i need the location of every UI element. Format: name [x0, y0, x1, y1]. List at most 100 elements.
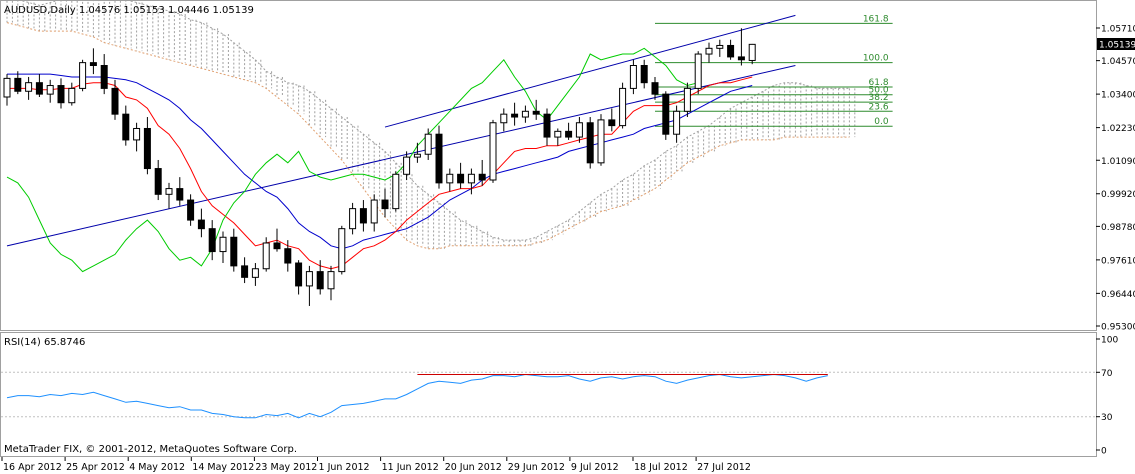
- fibo-level-label: 23.6: [869, 102, 889, 112]
- candle: [435, 125, 443, 189]
- candle-body: [500, 113, 508, 124]
- candle: [295, 260, 303, 295]
- candle-body: [705, 47, 713, 55]
- candle: [133, 122, 141, 152]
- candle: [273, 228, 281, 252]
- candle: [565, 122, 573, 140]
- candle-body: [478, 173, 486, 181]
- rsi-panel: [0, 332, 1097, 457]
- candle: [197, 208, 205, 238]
- time-tick-label: 4 May 2012: [129, 462, 185, 473]
- candle-body: [532, 110, 540, 115]
- candle-body: [219, 236, 227, 253]
- candle-body: [35, 82, 43, 95]
- candle: [327, 265, 335, 301]
- candle-body: [197, 219, 205, 230]
- rsi-tick-label: 70: [1101, 369, 1113, 379]
- copyright-text: MetaTrader FIX, © 2001-2012, MetaQuotes …: [4, 444, 297, 455]
- candle: [14, 71, 22, 95]
- candle-body: [565, 130, 573, 138]
- candle: [662, 91, 670, 140]
- time-tick-label: 11 Jun 2012: [382, 462, 439, 473]
- current-price-label: 1.05139: [1099, 41, 1135, 51]
- candle: [716, 39, 724, 57]
- candle: [176, 177, 184, 206]
- fibonacci-retracement: 161.8 100.0 61.850.038.223.6 0.0: [655, 14, 893, 127]
- candle: [111, 79, 119, 120]
- candle: [284, 240, 292, 272]
- candle: [241, 257, 249, 284]
- rsi-tick-label: 100: [1101, 336, 1118, 346]
- candle-body: [176, 188, 184, 201]
- candle-body: [737, 56, 745, 61]
- kijun-sen-line: [7, 73, 753, 250]
- candle-body: [403, 156, 411, 175]
- fibo-level-label: 61.8: [869, 78, 889, 88]
- candle-body: [46, 85, 54, 95]
- candle: [251, 263, 259, 286]
- ichimoku-cloud: [6, 0, 856, 250]
- rsi-line: [6, 373, 828, 419]
- candle-body: [521, 110, 529, 118]
- candle: [413, 142, 421, 163]
- fibo-level-label: 161.8: [863, 14, 889, 24]
- candle-body: [230, 236, 238, 267]
- candle-body: [424, 133, 432, 155]
- candle: [35, 74, 43, 97]
- candle-body: [187, 199, 195, 221]
- chikou-span-line: [6, 47, 699, 273]
- rsi-header: RSI(14) 65.8746: [4, 337, 85, 348]
- candle: [68, 82, 76, 106]
- candle: [478, 159, 486, 186]
- price-tick-label: 0.98780: [1101, 223, 1135, 233]
- candle-body: [413, 153, 421, 158]
- time-tick-label: 16 Apr 2012: [3, 462, 62, 473]
- candle: [359, 200, 367, 232]
- candle: [748, 43, 756, 65]
- candle-body: [316, 271, 324, 290]
- price-tick-label: 0.95300: [1101, 323, 1135, 333]
- price-tick-label: 1.03400: [1101, 91, 1135, 101]
- candle: [500, 108, 508, 132]
- candle-body: [511, 113, 519, 118]
- rsi-tick-label: 30: [1101, 413, 1113, 423]
- candle-body: [370, 199, 378, 224]
- candle-body: [435, 133, 443, 184]
- price-tick-label: 0.96440: [1101, 290, 1135, 300]
- candle-body: [262, 242, 270, 270]
- candle: [392, 171, 400, 212]
- candle: [619, 82, 627, 129]
- candle: [737, 28, 745, 66]
- time-tick-label: 23 May 2012: [255, 462, 317, 473]
- candle: [629, 59, 637, 95]
- time-tick-label: 9 Jul 2012: [571, 462, 619, 473]
- candle: [208, 220, 216, 261]
- time-tick-label: 27 Jul 2012: [697, 462, 751, 473]
- candle: [3, 74, 11, 106]
- candle: [122, 105, 130, 146]
- candle: [597, 114, 605, 166]
- candle: [673, 105, 681, 143]
- candle: [446, 168, 454, 192]
- candle-body: [133, 127, 141, 141]
- candle: [694, 51, 702, 95]
- candle: [165, 182, 173, 209]
- candle-body: [554, 130, 562, 138]
- candle-body: [143, 127, 151, 170]
- fibo-level-label: 38.2: [869, 93, 889, 103]
- candle: [46, 79, 54, 103]
- candle: [338, 225, 346, 275]
- candle-body: [327, 271, 335, 290]
- candle: [403, 151, 411, 181]
- candle: [381, 188, 389, 218]
- candle-body: [716, 44, 724, 49]
- candle: [575, 117, 583, 143]
- candle: [143, 117, 151, 175]
- candle: [521, 105, 529, 123]
- candle-body: [25, 82, 33, 92]
- time-tick-label: 18 Jul 2012: [634, 462, 688, 473]
- candle-body: [543, 113, 551, 138]
- candle-body: [457, 173, 465, 184]
- candle-body: [673, 110, 681, 135]
